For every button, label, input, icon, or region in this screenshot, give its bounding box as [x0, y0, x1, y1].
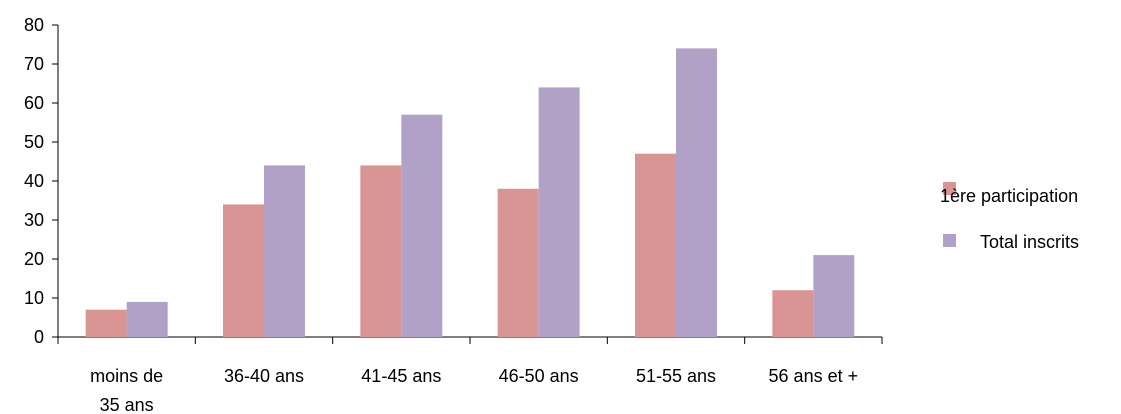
bar-premiere-participation	[360, 165, 402, 337]
y-tick-label: 30	[24, 210, 44, 230]
bar-total-inscrits	[538, 87, 580, 338]
legend-swatch	[943, 234, 956, 247]
x-tick-label-line: 35 ans	[100, 395, 154, 414]
x-tick-label: 41-45 ans	[361, 366, 441, 386]
y-tick-label: 60	[24, 93, 44, 113]
bar-total-inscrits	[813, 255, 855, 337]
y-axis: 0 10 20 30 40 50 60 70 80	[24, 15, 59, 347]
legend-label: 1ère participation	[940, 186, 1078, 206]
legend-label: Total inscrits	[980, 232, 1079, 252]
x-axis: moins de 35 ans 36-40 ans 41-45 ans 46-50 an…	[57, 336, 883, 414]
y-tick-label: 40	[24, 171, 44, 191]
x-tick-label: 46-50 ans	[499, 366, 579, 386]
bar-total-inscrits	[126, 301, 168, 337]
y-tick-label: 20	[24, 249, 44, 269]
bars	[85, 48, 855, 338]
x-tick-label-line: 41-45 ans	[361, 366, 441, 386]
y-tick-label: 10	[24, 288, 44, 308]
bar-premiere-participation	[635, 153, 676, 337]
x-tick-label: 51-55 ans	[636, 366, 716, 386]
bar-premiere-participation	[772, 290, 814, 337]
bar-total-inscrits	[264, 165, 305, 337]
legend: 1ère participation Total inscrits	[940, 182, 1079, 252]
x-tick-label-line: 46-50 ans	[499, 366, 579, 386]
x-tick-label-line: 56 ans et +	[769, 366, 859, 386]
y-tick-label: 80	[24, 15, 44, 35]
x-tick-label-line: 36-40 ans	[224, 366, 304, 386]
x-tick-label: 56 ans et +	[769, 366, 859, 386]
bar-total-inscrits	[401, 114, 443, 337]
y-tick-label: 50	[24, 132, 44, 152]
legend-swatch	[943, 182, 956, 195]
bar-premiere-participation	[223, 204, 264, 337]
bar-total-inscrits	[676, 48, 717, 338]
y-tick-label: 70	[24, 54, 44, 74]
y-tick-label: 0	[34, 327, 44, 347]
x-tick-label: moins de 35 ans	[90, 366, 163, 414]
x-tick-label: 36-40 ans	[224, 366, 304, 386]
x-tick-label-line: moins de	[90, 366, 163, 386]
bar-premiere-participation	[497, 188, 539, 337]
x-tick-label-line: 51-55 ans	[636, 366, 716, 386]
bar-premiere-participation	[85, 309, 127, 337]
